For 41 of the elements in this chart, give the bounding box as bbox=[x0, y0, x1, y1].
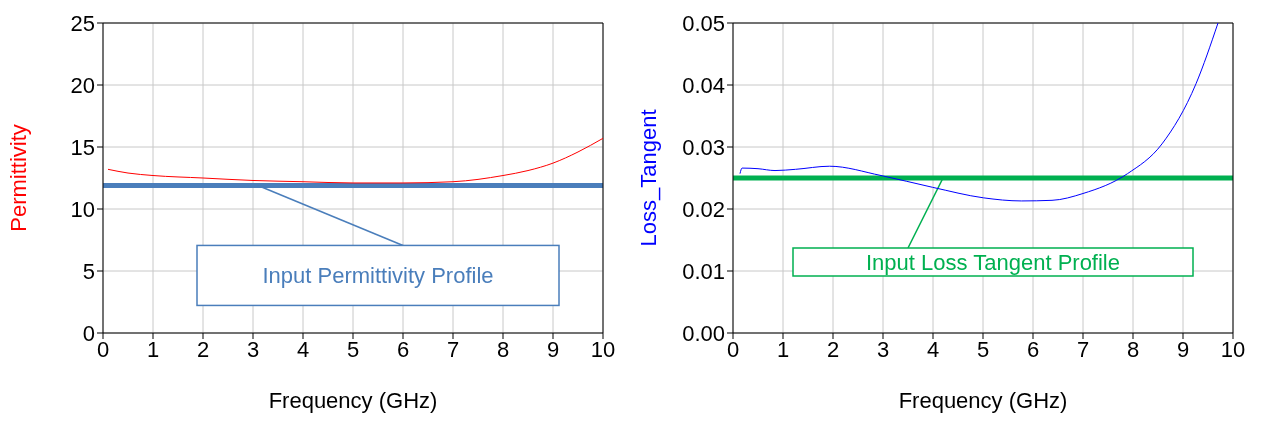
x-tick-label: 9 bbox=[1176, 336, 1190, 362]
x-tick-label: 2 bbox=[196, 336, 210, 362]
x-tick-label: 10 bbox=[590, 336, 616, 362]
x-tick-label: 4 bbox=[926, 336, 940, 362]
y-tick-label: 0.00 bbox=[682, 320, 725, 346]
y-tick-label: 15 bbox=[70, 134, 95, 160]
x-tick-label: 3 bbox=[246, 336, 260, 362]
x-tick-label: 1 bbox=[776, 336, 790, 362]
y-axis-title: Permittivity bbox=[5, 124, 31, 232]
x-tick-label: 6 bbox=[396, 336, 410, 362]
y-tick-label: 5 bbox=[82, 258, 95, 284]
y-axis-title: Loss_Tangent bbox=[635, 109, 661, 247]
y-tick-label: 0 bbox=[82, 320, 95, 346]
x-tick-label: 8 bbox=[496, 336, 510, 362]
x-tick-label: 9 bbox=[546, 336, 560, 362]
x-tick-label: 6 bbox=[1026, 336, 1040, 362]
x-tick-label: 2 bbox=[826, 336, 840, 362]
y-tick-label: 0.02 bbox=[682, 196, 725, 222]
x-tick-label: 8 bbox=[1126, 336, 1140, 362]
ref-line-label: Input Permittivity Profile bbox=[262, 263, 494, 289]
y-tick-label: 0.01 bbox=[682, 258, 725, 284]
x-tick-label: 7 bbox=[446, 336, 460, 362]
line-series bbox=[739, 23, 1219, 202]
x-tick-label: 3 bbox=[876, 336, 890, 362]
y-tick-label: 0.04 bbox=[682, 72, 725, 98]
x-axis-title: Frequency (GHz) bbox=[898, 388, 1068, 413]
line-series bbox=[107, 137, 603, 184]
y-tick-label: 25 bbox=[70, 10, 95, 36]
x-axis-title: Frequency (GHz) bbox=[268, 388, 438, 413]
x-tick-label: 4 bbox=[296, 336, 310, 362]
y-tick-label: 20 bbox=[70, 72, 95, 98]
y-tick-label: 0.05 bbox=[682, 10, 725, 36]
x-tick-label: 5 bbox=[346, 336, 360, 362]
x-tick-label: 10 bbox=[1220, 336, 1246, 362]
x-tick-label: 5 bbox=[976, 336, 990, 362]
y-tick-label: 0.03 bbox=[682, 134, 725, 160]
ref-line-label: Input Loss Tangent Profile bbox=[866, 249, 1120, 275]
x-tick-label: 7 bbox=[1076, 336, 1090, 362]
y-tick-label: 10 bbox=[70, 196, 95, 222]
callout-box: Input Loss Tangent Profile bbox=[792, 177, 1194, 277]
x-tick-label: 1 bbox=[146, 336, 160, 362]
